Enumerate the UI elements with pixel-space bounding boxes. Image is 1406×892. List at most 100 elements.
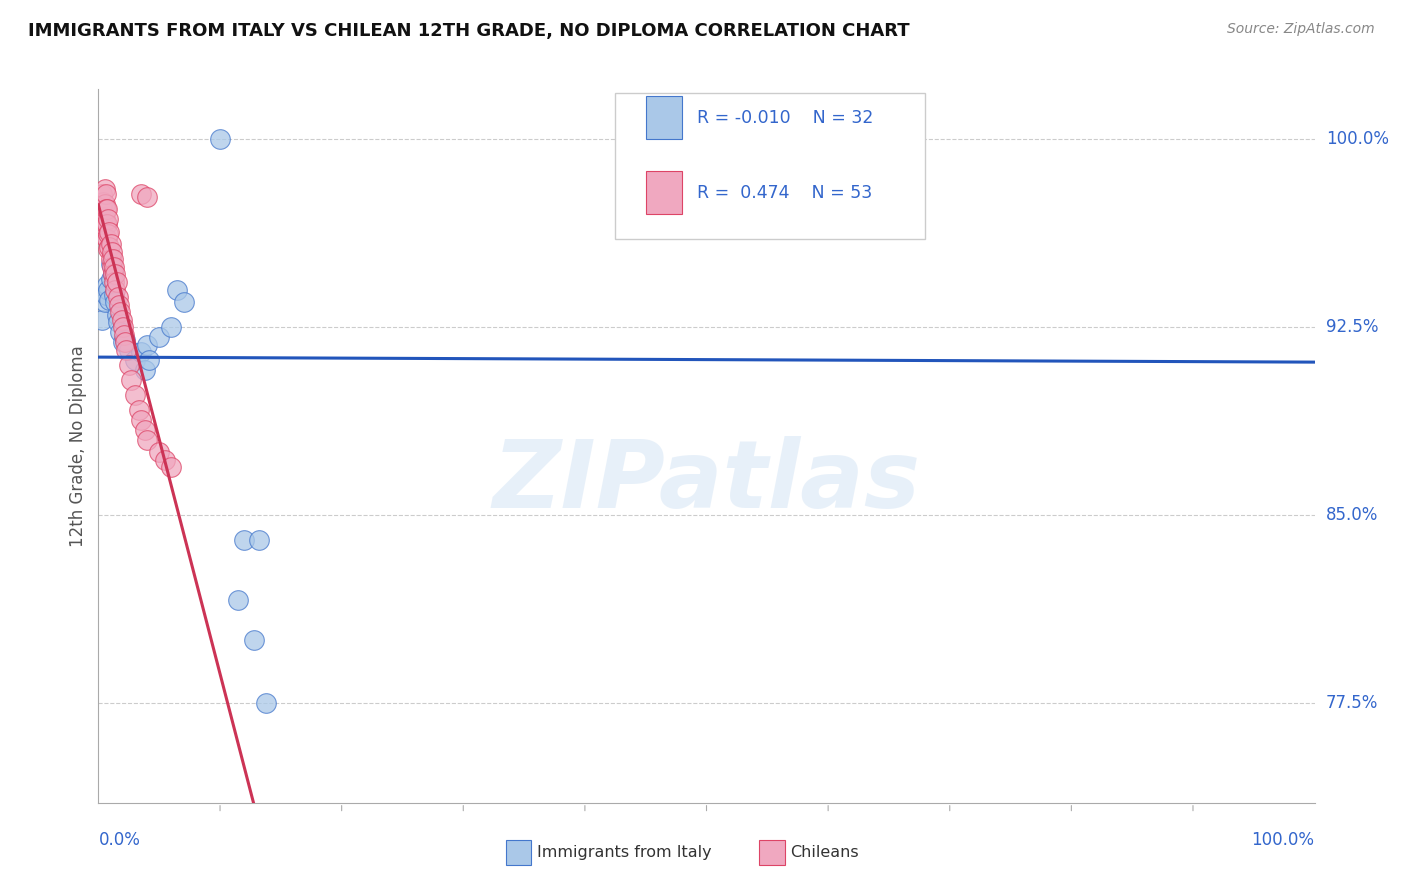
Text: 100.0%: 100.0%: [1251, 830, 1315, 848]
Text: ZIPatlas: ZIPatlas: [492, 435, 921, 528]
FancyBboxPatch shape: [616, 93, 925, 239]
Point: [134, 423, 156, 437]
Y-axis label: 12th Grade, No Diploma: 12th Grade, No Diploma: [69, 345, 87, 547]
Point: [129, 345, 152, 359]
Point: [100, 237, 122, 252]
Point: [110, 305, 132, 319]
Point: [94, 187, 117, 202]
Text: R =  0.474    N = 53: R = 0.474 N = 53: [697, 184, 872, 202]
Point: [107, 315, 129, 329]
Text: 85.0%: 85.0%: [1326, 506, 1378, 524]
Point: [105, 308, 128, 322]
Point: [114, 335, 136, 350]
Point: [96, 218, 118, 232]
Point: [108, 297, 131, 311]
Point: [160, 460, 183, 475]
Point: [101, 244, 124, 259]
Text: Immigrants from Italy: Immigrants from Italy: [537, 846, 711, 860]
Point: [104, 295, 127, 310]
Text: Source: ZipAtlas.com: Source: ZipAtlas.com: [1227, 22, 1375, 37]
Point: [160, 320, 183, 334]
Point: [124, 352, 146, 367]
FancyBboxPatch shape: [645, 96, 682, 139]
Point: [233, 533, 256, 547]
Point: [91, 202, 114, 217]
Text: 92.5%: 92.5%: [1326, 318, 1378, 336]
FancyBboxPatch shape: [645, 171, 682, 214]
Point: [115, 343, 138, 357]
Point: [129, 413, 152, 427]
Point: [247, 533, 270, 547]
Point: [114, 333, 136, 347]
Point: [89, 219, 111, 234]
Point: [100, 257, 122, 271]
Point: [91, 187, 114, 202]
Point: [107, 290, 129, 304]
Point: [166, 283, 188, 297]
Point: [129, 187, 152, 202]
Point: [91, 218, 114, 232]
Point: [97, 227, 120, 242]
Point: [111, 320, 134, 334]
Point: [96, 277, 118, 292]
Point: [97, 243, 120, 257]
Point: [134, 362, 156, 376]
Point: [136, 433, 159, 447]
Point: [110, 312, 132, 326]
Point: [226, 593, 249, 607]
Text: Chileans: Chileans: [790, 846, 859, 860]
Point: [101, 268, 124, 282]
Point: [110, 325, 132, 339]
Point: [101, 252, 124, 267]
Point: [148, 445, 170, 459]
Point: [93, 197, 115, 211]
Point: [90, 227, 112, 242]
Point: [103, 260, 125, 274]
Point: [128, 402, 150, 417]
Point: [104, 268, 127, 282]
Point: [100, 252, 122, 267]
Point: [138, 352, 160, 367]
Point: [124, 387, 146, 401]
Point: [91, 194, 114, 209]
Point: [254, 696, 277, 710]
Point: [136, 190, 159, 204]
Point: [94, 202, 117, 217]
Point: [105, 275, 128, 289]
Point: [94, 218, 117, 232]
Point: [93, 295, 115, 310]
Point: [97, 212, 120, 227]
Point: [103, 275, 125, 289]
Point: [98, 240, 121, 254]
Point: [97, 283, 120, 297]
Point: [243, 633, 266, 648]
Text: 100.0%: 100.0%: [1326, 130, 1389, 148]
Point: [209, 132, 232, 146]
Point: [155, 452, 177, 467]
Point: [100, 272, 122, 286]
Point: [98, 225, 121, 239]
Text: R = -0.010    N = 32: R = -0.010 N = 32: [697, 109, 873, 127]
Text: IMMIGRANTS FROM ITALY VS CHILEAN 12TH GRADE, NO DIPLOMA CORRELATION CHART: IMMIGRANTS FROM ITALY VS CHILEAN 12TH GR…: [28, 22, 910, 40]
Point: [101, 268, 124, 282]
Point: [93, 212, 115, 227]
Text: 0.0%: 0.0%: [98, 830, 141, 848]
Point: [148, 330, 170, 344]
Point: [96, 232, 118, 246]
Point: [96, 202, 118, 217]
Point: [104, 283, 127, 297]
Text: 77.5%: 77.5%: [1326, 694, 1378, 712]
Point: [112, 327, 135, 342]
Point: [111, 335, 134, 350]
Point: [94, 287, 117, 301]
Point: [93, 182, 115, 196]
Point: [120, 373, 142, 387]
Point: [98, 293, 121, 307]
Point: [101, 260, 124, 274]
Point: [91, 312, 114, 326]
Point: [136, 337, 159, 351]
Point: [90, 212, 112, 227]
Point: [103, 287, 125, 301]
Point: [118, 358, 141, 372]
Point: [173, 295, 195, 310]
